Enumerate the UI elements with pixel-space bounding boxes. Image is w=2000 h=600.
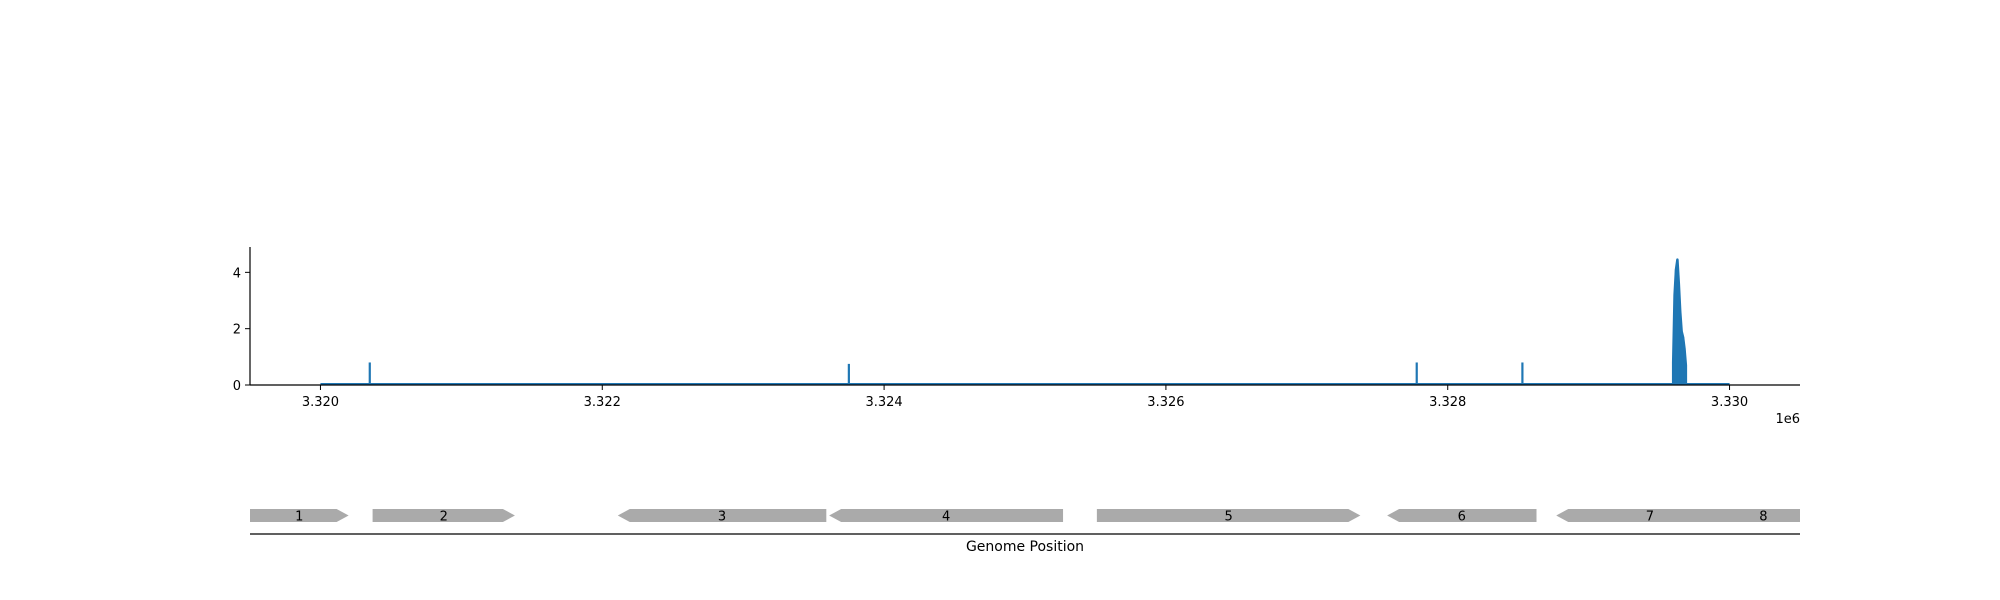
gene-marks: 1 2 3 4 5 6 7 8: [250, 509, 1800, 525]
x-tick-label: 3.326: [1147, 395, 1184, 410]
gene-arrow-4: [829, 509, 1064, 522]
gene-arrow-6: [1387, 509, 1537, 522]
coverage-marks: [320, 258, 1730, 385]
x-tick-label: 3.322: [584, 395, 621, 410]
y-tick-label: 2: [233, 323, 241, 338]
x-tick-label: 3.330: [1711, 395, 1748, 410]
gene-arrow-5: [1096, 509, 1361, 522]
gene-arrow-7: [1556, 509, 1744, 522]
gene-label-5: 5: [1224, 510, 1232, 525]
gene-label-3: 3: [718, 510, 726, 525]
gene-label-2: 2: [440, 510, 448, 525]
gene-label-7: 7: [1646, 510, 1654, 525]
gene-arrow-3: [617, 509, 827, 522]
gene-label-4: 4: [942, 510, 950, 525]
coverage-plot: 0 2 4 3.320 3.322 3.324 3.326 3.328 3.330 1e6: [233, 247, 1800, 427]
gene-label-8: 8: [1759, 510, 1767, 525]
y-tick-label: 4: [233, 266, 241, 281]
x-tick-label: 3.320: [302, 395, 339, 410]
gene-arrow-1: [250, 509, 349, 522]
gene-label-6: 6: [1458, 510, 1466, 525]
y-tick-label: 0: [233, 379, 241, 394]
gene-label-1: 1: [295, 510, 303, 525]
x-axis-title: Genome Position: [966, 539, 1084, 555]
x-offset-label: 1e6: [1775, 412, 1800, 427]
gene-arrow-8: [1726, 509, 1800, 522]
x-tick-label: 3.328: [1429, 395, 1466, 410]
gene-track: 1 2 3 4 5 6 7 8 Genome Position: [250, 509, 1800, 555]
x-ticks: 3.320 3.322 3.324 3.326 3.328 3.330: [302, 385, 1748, 410]
x-tick-label: 3.324: [865, 395, 902, 410]
gene-arrow-2: [372, 509, 515, 522]
y-ticks: 0 2 4: [233, 266, 250, 394]
